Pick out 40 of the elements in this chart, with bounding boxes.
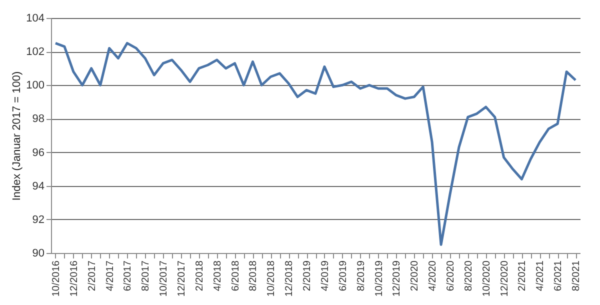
x-tick-label: 6/2018 <box>230 260 242 292</box>
y-tick-label: 104 <box>26 12 44 24</box>
x-tick-label: 6/2021 <box>553 260 564 292</box>
y-tick-label: 94 <box>32 180 44 192</box>
x-tick-label: 4/2019 <box>320 260 331 292</box>
x-tick-label: 8/2018 <box>248 260 260 292</box>
x-tick-label: 4/2021 <box>535 260 546 292</box>
y-tick-label: 102 <box>26 46 44 58</box>
x-tick-label: 8/2020 <box>463 260 474 292</box>
x-tick-label: 6/2020 <box>445 260 456 292</box>
x-tick-label: 2/2019 <box>302 260 314 292</box>
x-tick-label: 4/2020 <box>428 260 439 292</box>
x-tick-label: 8/2017 <box>140 260 152 292</box>
x-tick-label: 2/2021 <box>517 260 528 292</box>
x-tick-label: 8/2019 <box>356 260 367 292</box>
x-tick-label: 2/2018 <box>194 260 206 292</box>
x-tick-label: 10/2019 <box>374 260 385 297</box>
x-tick-label: 12/2016 <box>68 260 80 297</box>
y-tick-label: 90 <box>32 248 44 260</box>
x-tick-label: 4/2017 <box>104 260 116 292</box>
x-tick-label: 12/2017 <box>176 260 188 297</box>
x-tick-label: 2/2020 <box>410 260 421 292</box>
y-tick-label: 92 <box>32 214 44 226</box>
x-tick-label: 10/2018 <box>266 260 278 297</box>
x-tick-label: 8/2021 <box>571 260 582 292</box>
x-tick-label: 12/2018 <box>284 260 296 297</box>
x-tick-label: 6/2017 <box>122 260 134 292</box>
x-tick-label: 10/2017 <box>158 260 170 297</box>
x-tick-label: 12/2019 <box>392 260 403 297</box>
y-tick-label: 96 <box>32 146 44 159</box>
x-tick-label: 6/2019 <box>338 260 349 292</box>
x-tick-label: 4/2018 <box>212 260 224 292</box>
x-tick-label: 12/2020 <box>499 260 510 297</box>
y-tick-label: 98 <box>32 113 44 126</box>
y-tick-label: 100 <box>26 80 44 92</box>
x-tick-label: 2/2017 <box>86 260 98 292</box>
line-series <box>54 42 577 246</box>
y-axis-title: Index (Januar 2017 = 100) <box>11 71 24 201</box>
x-tick-label: 10/2016 <box>50 260 62 297</box>
x-tick-label: 10/2020 <box>481 260 492 297</box>
